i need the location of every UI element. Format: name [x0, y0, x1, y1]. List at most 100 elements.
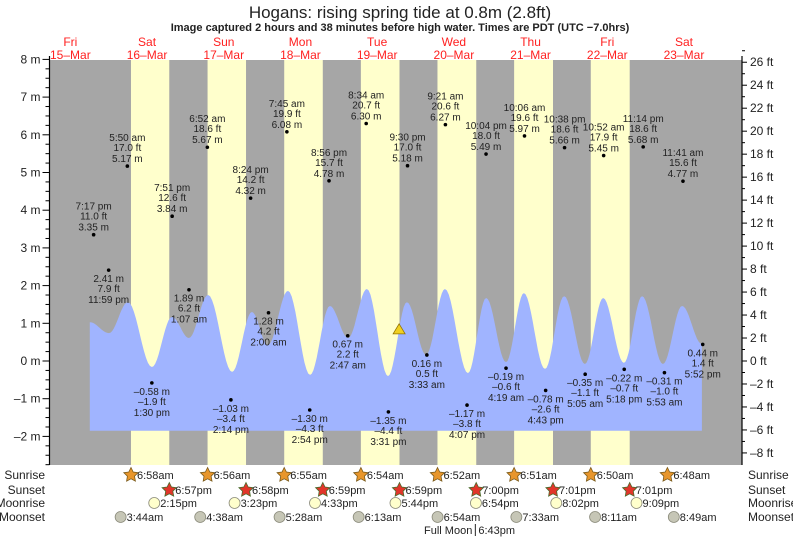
day-header-weekday: Wed [442, 35, 466, 49]
sunset-time: 6:57pm [175, 485, 212, 497]
sunrise-time: 6:54am [367, 470, 404, 482]
tide-time-label: 4:43 pm [528, 415, 564, 426]
day-header-date: 17–Mar [203, 48, 244, 62]
moonset-time: 3:44am [127, 512, 164, 524]
tide-ft-label: 4.2 ft [257, 327, 279, 338]
tide-ft-label: 0.5 ft [416, 369, 438, 380]
moonrise-row-label: Moonrise [0, 496, 45, 510]
m-tick-label: 4 m [20, 203, 40, 217]
m-tick-label: 2 m [20, 279, 40, 293]
tide-ft-label: 11.0 ft [80, 212, 107, 223]
m-tick-label: 6 m [20, 128, 40, 142]
sunrise-icon [429, 466, 446, 482]
moonset-icon [273, 511, 286, 523]
tide-time-label: 4:07 pm [449, 430, 485, 441]
low-tide-point [345, 333, 350, 338]
low-tide-point [465, 403, 469, 407]
m-tick-label: –1 m [14, 392, 41, 406]
sunset-time: 7:01pm [559, 485, 596, 497]
day-header-weekday: Sun [213, 35, 234, 49]
moonset-time: 4:38am [206, 512, 243, 524]
sunset-icon [545, 481, 561, 497]
moonset-row-label: Moonset [0, 510, 46, 524]
tide-time-label: 2:14 pm [213, 425, 249, 436]
tide-time-label: 7:51 pm [154, 183, 190, 194]
tide-m-label: 0.16 m [412, 359, 443, 370]
tide-time-label: 11:59 pm [88, 295, 129, 306]
tide-ft-label: 12.6 ft [158, 193, 186, 204]
low-tide-point [504, 366, 508, 370]
high-tide-point [205, 145, 210, 150]
ft-tick-label: 0 ft [750, 354, 767, 368]
tide-ft-label: 1.4 ft [692, 358, 714, 369]
tide-time-label: 10:52 am [583, 123, 625, 134]
moonrise-time: 3:23pm [241, 498, 278, 510]
sunrise-time: 6:55am [290, 470, 327, 482]
day-header-date: 22–Mar [587, 48, 628, 62]
moonset-icon [352, 511, 365, 523]
sunset-time: 6:59pm [329, 485, 366, 497]
tide-time-label: 8:24 pm [233, 165, 269, 176]
sunset-icon [621, 481, 638, 497]
tide-m-label: 0.44 m [687, 348, 718, 359]
high-tide-point [91, 232, 96, 237]
sunset-time: 6:59pm [405, 485, 442, 497]
ft-tick-label: 10 ft [750, 239, 774, 253]
tide-time-label: 1:30 pm [134, 408, 170, 419]
tide-ft-label: 19.6 ft [511, 113, 539, 124]
tide-time-label: 4:19 am [488, 393, 524, 404]
day-header-date: 18–Mar [280, 48, 321, 62]
low-tide-point [700, 342, 705, 347]
moonrise-time: 4:33pm [321, 498, 358, 510]
day-header-date: 20–Mar [434, 48, 475, 62]
tide-time-label: 5:50 am [109, 133, 145, 144]
moonrise-icon [630, 497, 643, 509]
tide-m-label: –0.19 m [488, 372, 524, 383]
tide-ft-label: –3.4 ft [217, 414, 245, 425]
day-header-weekday: Fri [600, 35, 614, 49]
day-header-weekday: Sat [675, 35, 694, 49]
day-header-date: 19–Mar [357, 48, 398, 62]
tide-ft-label: –0.7 ft [610, 383, 638, 394]
moonset-row-label-right: Moonset [748, 510, 793, 524]
high-tide-point [601, 153, 606, 158]
tide-m-label: 5.66 m [549, 136, 580, 147]
tide-time-label: 10:38 pm [544, 115, 586, 126]
tide-m-label: 4.78 m [314, 169, 345, 180]
tide-time-label: 1:07 am [171, 315, 207, 326]
tide-m-label: 2.41 m [93, 274, 124, 285]
moonrise-icon [148, 497, 161, 509]
low-tide-point [187, 287, 191, 292]
tide-m-label: 5.67 m [192, 135, 223, 146]
tide-ft-label: 18.6 ft [629, 124, 657, 135]
tide-time-label: 2:00 am [250, 338, 286, 349]
moonrise-icon [228, 497, 241, 509]
sunrise-icon [199, 466, 216, 482]
sunset-time: 6:58pm [252, 485, 289, 497]
tide-m-label: –0.35 m [567, 378, 603, 389]
tide-m-label: –1.03 m [213, 404, 249, 415]
moonrise-time: 2:15pm [160, 498, 197, 510]
tide-time-label: 9:21 am [427, 92, 463, 103]
ft-tick-label: 24 ft [750, 78, 774, 92]
high-tide-point [285, 129, 289, 134]
tide-ft-label: 15.6 ft [669, 158, 697, 169]
moonset-icon [589, 511, 601, 523]
tide-ft-label: 20.6 ft [431, 102, 459, 113]
tide-m-label: –0.31 m [646, 377, 682, 388]
high-tide-point [443, 122, 448, 127]
tide-m-label: –0.58 m [134, 387, 170, 398]
ft-tick-label: 18 ft [750, 147, 774, 161]
tide-ft-label: 18.6 ft [193, 124, 221, 135]
ft-tick-label: 8 ft [750, 262, 767, 276]
ft-tick-label: 2 ft [750, 331, 767, 345]
sunrise-icon [506, 466, 523, 482]
tide-ft-label: –1.0 ft [651, 387, 679, 398]
high-tide-point [522, 134, 527, 138]
ft-tick-label: 26 ft [750, 55, 774, 69]
tide-m-label: 5.97 m [509, 124, 540, 135]
high-tide-point [405, 163, 410, 168]
sunrise-icon [352, 466, 369, 482]
tide-m-label: 4.77 m [668, 169, 699, 180]
